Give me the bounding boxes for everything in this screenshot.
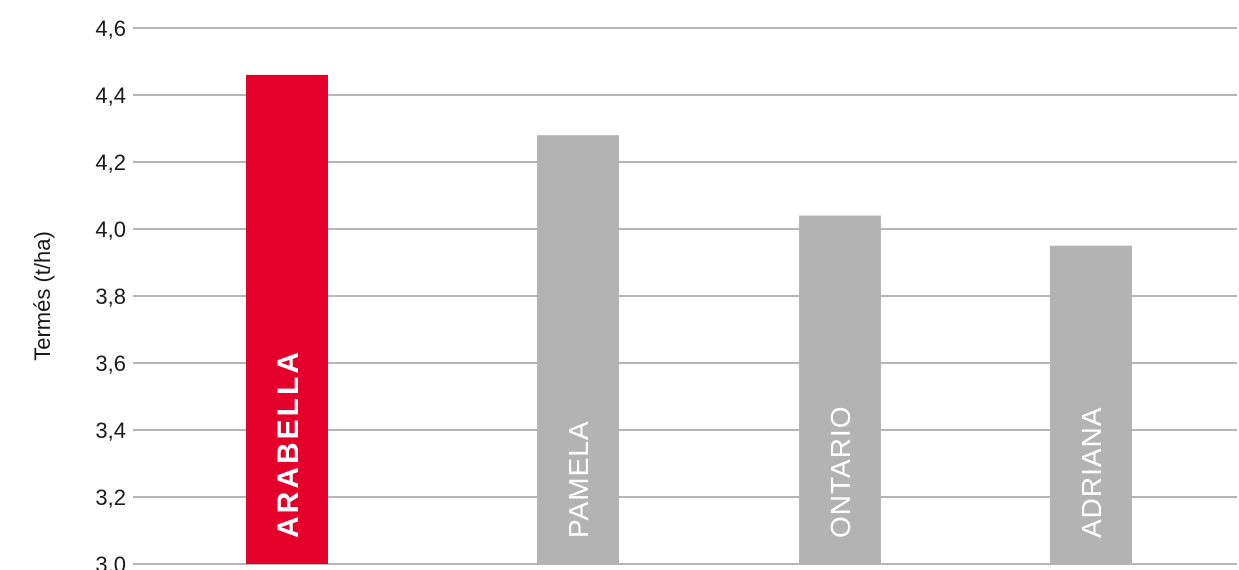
y-tick-label: 3,0 <box>95 552 126 570</box>
bar-arabella <box>246 74 328 565</box>
y-tick-label: 3,2 <box>95 485 126 510</box>
y-tick-label: 4,2 <box>95 150 126 175</box>
y-tick-label: 4,6 <box>95 16 126 41</box>
bars: ARABELLA PAMELA ONTARIO ADRIANA <box>246 74 1132 565</box>
bar-pamela <box>537 135 619 564</box>
y-tick-label: 3,6 <box>95 351 126 376</box>
bar-ontario <box>799 215 881 564</box>
y-axis-label: Termés (t/ha) <box>30 231 55 361</box>
y-tick-label: 3,8 <box>95 284 126 309</box>
bar-adriana <box>1050 245 1132 564</box>
bar-label: PAMELA <box>563 420 594 538</box>
y-tick-label: 3,4 <box>95 418 126 443</box>
y-tick-label: 4,0 <box>95 217 126 242</box>
bar-label: ONTARIO <box>825 406 856 538</box>
bar-label: ARABELLA <box>272 349 305 538</box>
y-axis-ticks: 3,0 3,2 3,4 3,6 3,8 4,0 4,2 4,4 4,6 <box>95 16 126 570</box>
y-tick-label: 4,4 <box>95 83 126 108</box>
bar-label: ADRIANA <box>1076 407 1107 538</box>
